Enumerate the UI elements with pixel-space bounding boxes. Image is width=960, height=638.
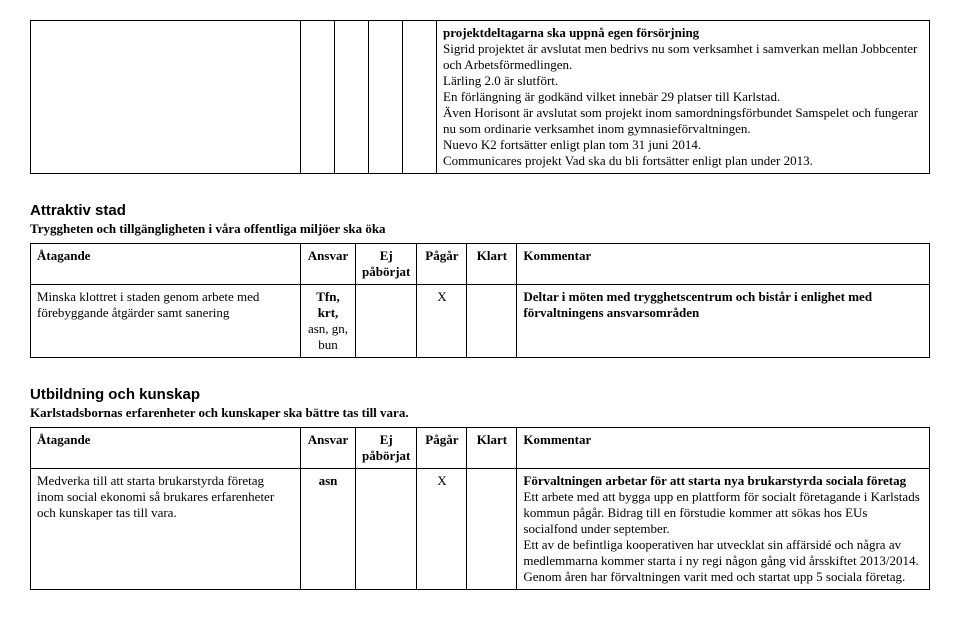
table-row: Minska klottret i staden genom arbete me…: [31, 285, 930, 358]
top-p4: En förlängning är godkänd vilket innebär…: [443, 89, 923, 105]
cell-ej: [356, 469, 417, 590]
cell-kommentar: Förvaltningen arbetar för att starta nya…: [517, 469, 930, 590]
top-p6: Nuevo K2 fortsätter enligt plan tom 31 j…: [443, 137, 923, 153]
empty-cell: [369, 21, 403, 174]
header-klart: Klart: [467, 244, 517, 285]
section1-title: Attraktiv stad: [30, 202, 930, 219]
header-ej: Ej påbörjat: [356, 244, 417, 285]
top-p7: Communicares projekt Vad ska du bli fort…: [443, 153, 923, 169]
cell-atagande: Minska klottret i staden genom arbete me…: [31, 285, 301, 358]
empty-cell: [301, 21, 335, 174]
komm-bold: Förvaltningen arbetar för att starta nya…: [523, 473, 923, 489]
section2-subhead: Karlstadsbornas erfarenheter och kunskap…: [30, 405, 930, 421]
section1-subhead: Tryggheten och tillgängligheten i våra o…: [30, 221, 930, 237]
top-p2: Sigrid projektet är avslutat men bedrivs…: [443, 41, 923, 73]
komm-p2: Ett av de befintliga kooperativen har ut…: [523, 537, 923, 569]
komm-p3: Genom åren har förvaltningen varit med o…: [523, 569, 923, 585]
top-p1: projektdeltagarna ska uppnå egen försörj…: [443, 25, 923, 41]
header-kommentar: Kommentar: [517, 428, 930, 469]
cell-pagar: X: [417, 285, 467, 358]
ansvar-rest: asn, gn, bun: [308, 321, 348, 352]
cell-klart: [467, 469, 517, 590]
header-pagar: Pågår: [417, 244, 467, 285]
top-p3: Lärling 2.0 är slutfört.: [443, 73, 923, 89]
table-row: Medverka till att starta brukarstyrda fö…: [31, 469, 930, 590]
komm-p1: Ett arbete med att bygga upp en plattfor…: [523, 489, 923, 537]
cell-klart: [467, 285, 517, 358]
header-ansvar: Ansvar: [301, 244, 356, 285]
ansvar-bold: Tfn, krt,: [316, 289, 339, 320]
section2-title: Utbildning och kunskap: [30, 386, 930, 403]
cell-kommentar: Deltar i möten med trygghetscentrum och …: [517, 285, 930, 358]
empty-cell: [335, 21, 369, 174]
top-continuation-table: projektdeltagarna ska uppnå egen försörj…: [30, 20, 930, 174]
section1-table: Åtagande Ansvar Ej påbörjat Pågår Klart …: [30, 243, 930, 358]
header-ej: Ej påbörjat: [356, 428, 417, 469]
empty-cell: [403, 21, 437, 174]
cell-ej: [356, 285, 417, 358]
cell-ansvar: Tfn, krt, asn, gn, bun: [301, 285, 356, 358]
cell-ansvar: asn: [301, 469, 356, 590]
header-klart: Klart: [467, 428, 517, 469]
cell-pagar: X: [417, 469, 467, 590]
header-pagar: Pågår: [417, 428, 467, 469]
header-atagande: Åtagande: [31, 244, 301, 285]
header-ansvar: Ansvar: [301, 428, 356, 469]
section2-table: Åtagande Ansvar Ej påbörjat Pågår Klart …: [30, 427, 930, 590]
cell-atagande: Medverka till att starta brukarstyrda fö…: [31, 469, 301, 590]
header-atagande: Åtagande: [31, 428, 301, 469]
table-header-row: Åtagande Ansvar Ej påbörjat Pågår Klart …: [31, 244, 930, 285]
header-kommentar: Kommentar: [517, 244, 930, 285]
empty-cell: [31, 21, 301, 174]
top-p5: Även Horisont är avslutat som projekt in…: [443, 105, 923, 137]
top-text-cell: projektdeltagarna ska uppnå egen försörj…: [437, 21, 930, 174]
table-header-row: Åtagande Ansvar Ej påbörjat Pågår Klart …: [31, 428, 930, 469]
